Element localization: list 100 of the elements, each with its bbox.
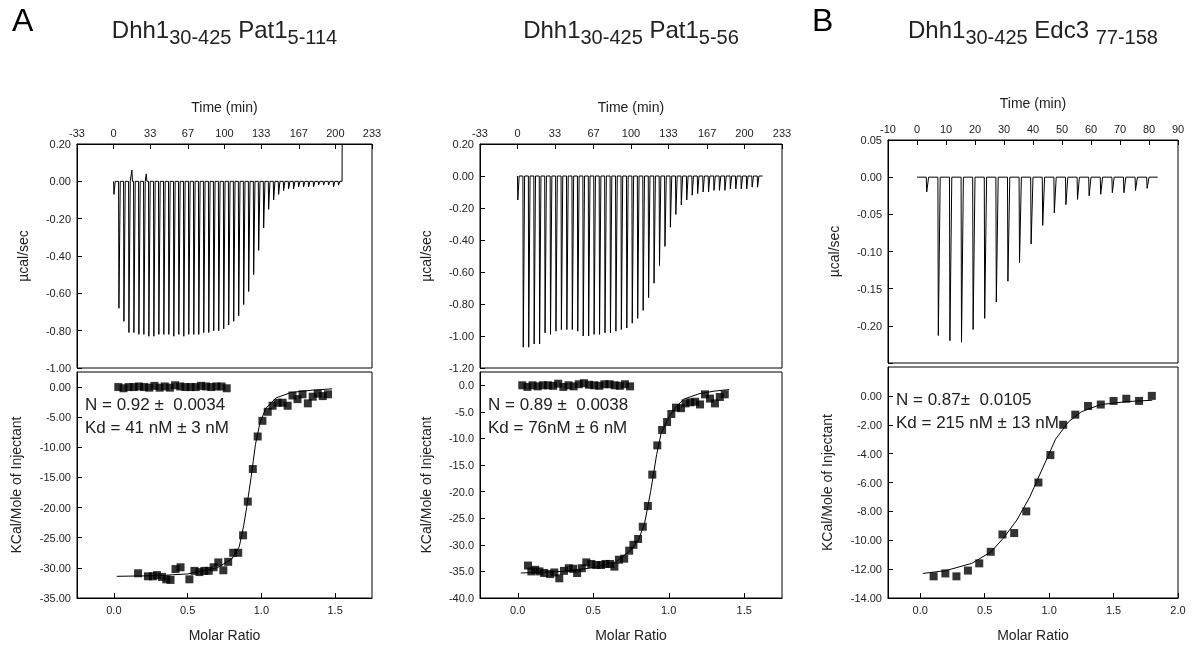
point bbox=[1135, 396, 1144, 405]
x-tick-label: -33 bbox=[472, 126, 488, 139]
point bbox=[214, 558, 223, 567]
y-tick-label: -6.00 bbox=[856, 476, 882, 489]
x-tick-label: 0.0 bbox=[510, 603, 526, 616]
point bbox=[258, 416, 267, 425]
point bbox=[1147, 391, 1156, 400]
x-tick-label: 60 bbox=[1084, 122, 1098, 135]
line-series bbox=[516, 175, 764, 348]
x-tick-label: 0.5 bbox=[585, 603, 601, 616]
point bbox=[1059, 420, 1068, 429]
x-tick-label: 1.0 bbox=[661, 603, 677, 616]
x-tick-label: 80 bbox=[1142, 122, 1156, 135]
y-tick-label: -0.80 bbox=[45, 324, 71, 337]
point bbox=[963, 566, 972, 575]
x-tick-label: 90 bbox=[1171, 122, 1185, 135]
x-tick-label: 1.5 bbox=[1105, 603, 1122, 616]
y-tick-label: 0.20 bbox=[49, 138, 71, 150]
x-axis-title: Molar Ratio bbox=[595, 627, 667, 643]
y-tick-label: 0.20 bbox=[452, 138, 474, 150]
y-tick-label: -25.00 bbox=[39, 531, 71, 544]
point bbox=[952, 572, 961, 581]
y-tick-label: -40.0 bbox=[448, 592, 474, 604]
y-tick-label: -1.00 bbox=[45, 362, 71, 374]
point bbox=[222, 384, 231, 393]
y-tick-label: -15.00 bbox=[39, 471, 71, 484]
point bbox=[166, 575, 175, 584]
x-tick-label: 233 bbox=[772, 126, 792, 139]
x-tick-label: 233 bbox=[362, 126, 382, 139]
y-tick-label: -0.60 bbox=[45, 287, 71, 300]
annotation: N = 0.92 ± 0.0034 bbox=[85, 395, 226, 414]
annotation: Kd = 76nM ± 6 nM bbox=[488, 418, 628, 437]
x-tick-label: 133 bbox=[659, 126, 678, 139]
point bbox=[710, 399, 719, 408]
y-tick-label: -0.20 bbox=[448, 202, 474, 214]
point bbox=[1122, 394, 1131, 403]
point bbox=[224, 557, 233, 566]
x-tick-label: 167 bbox=[289, 126, 308, 139]
y-axis-title: KCal/Mole of Injectant bbox=[8, 416, 25, 554]
point bbox=[634, 534, 643, 543]
y-tick-label: 0.05 bbox=[860, 134, 882, 146]
annotation: N = 0.87± 0.0105 bbox=[896, 390, 1032, 409]
y-axis-title: µcal/sec bbox=[418, 230, 434, 282]
x-axis-title: Time (min) bbox=[597, 99, 665, 115]
y-tick-label: 0.00 bbox=[860, 389, 882, 402]
point bbox=[253, 432, 262, 441]
x-tick-label: 2.0 bbox=[1170, 603, 1186, 616]
y-axis-title: KCal/Mole of Injectant bbox=[418, 416, 434, 554]
point bbox=[643, 502, 652, 510]
point bbox=[263, 407, 272, 416]
x-tick-label: 1.0 bbox=[1041, 603, 1057, 616]
x-axis-title: Molar Ratio bbox=[188, 627, 261, 643]
y-tick-label: -20.00 bbox=[39, 501, 71, 514]
point bbox=[626, 382, 635, 391]
y-tick-label: -0.05 bbox=[856, 208, 882, 221]
point bbox=[550, 568, 559, 577]
x-axis-title: Molar Ratio bbox=[997, 627, 1069, 643]
y-axis-title: µcal/sec bbox=[826, 225, 842, 278]
annotation: Kd = 215 nM ± 13 nM bbox=[896, 413, 1059, 432]
x-tick-label: 167 bbox=[697, 126, 717, 139]
y-tick-label: 0.00 bbox=[49, 381, 71, 394]
x-tick-label: 0.5 bbox=[179, 603, 196, 616]
y-tick-label: -20.0 bbox=[448, 485, 474, 498]
y-tick-label: -25.0 bbox=[448, 512, 474, 525]
y-tick-label: -10.00 bbox=[39, 441, 71, 454]
y-tick-label: -0.10 bbox=[856, 245, 882, 258]
point bbox=[555, 574, 564, 583]
y-tick-label: -10.00 bbox=[850, 534, 882, 547]
point bbox=[219, 566, 228, 575]
line-series bbox=[916, 176, 1159, 343]
x-tick-label: 0.0 bbox=[106, 603, 122, 616]
y-tick-label: 0.00 bbox=[49, 175, 71, 188]
point bbox=[303, 399, 312, 408]
point bbox=[239, 531, 248, 540]
x-tick-label: -33 bbox=[69, 126, 85, 139]
x-tick-label: 100 bbox=[621, 126, 641, 139]
point bbox=[648, 470, 657, 479]
x-tick-label: 30 bbox=[997, 122, 1011, 135]
x-tick-label: -10 bbox=[880, 122, 896, 135]
y-tick-label: -8.00 bbox=[856, 505, 882, 518]
point bbox=[1096, 400, 1105, 409]
y-tick-label: -1.00 bbox=[448, 330, 474, 342]
point bbox=[975, 559, 984, 568]
point bbox=[696, 400, 705, 409]
x-tick-label: 33 bbox=[144, 126, 157, 139]
x-tick-label: 33 bbox=[548, 126, 562, 139]
x-axis-title: Time (min) bbox=[191, 99, 258, 115]
x-tick-label: 1.5 bbox=[736, 603, 752, 616]
x-tick-label: 100 bbox=[215, 126, 234, 139]
x-tick-label: 0.0 bbox=[912, 603, 928, 616]
x-tick-label: 50 bbox=[1055, 122, 1069, 135]
y-tick-label: -14.00 bbox=[850, 592, 882, 604]
x-tick-label: 10 bbox=[939, 122, 953, 135]
point bbox=[1109, 396, 1118, 405]
x-axis-title: Time (min) bbox=[999, 95, 1067, 111]
point bbox=[629, 540, 638, 549]
y-tick-label: -30.00 bbox=[39, 561, 71, 574]
point bbox=[720, 390, 729, 399]
point bbox=[1084, 401, 1093, 410]
point bbox=[185, 575, 194, 584]
